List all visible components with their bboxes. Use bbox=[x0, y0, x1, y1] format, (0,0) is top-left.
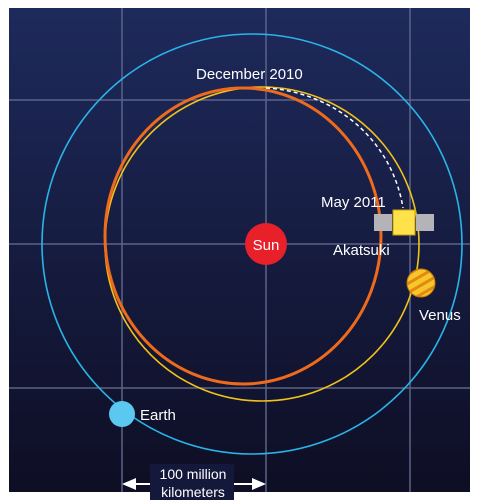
earth-label: Earth bbox=[140, 407, 176, 424]
transfer-path bbox=[265, 87, 404, 209]
scale-label-bg bbox=[150, 464, 234, 500]
december-2010-label: December 2010 bbox=[196, 66, 303, 83]
scale-arrow-right-icon bbox=[252, 478, 266, 490]
sun-icon bbox=[245, 223, 287, 265]
spacecraft-icon bbox=[374, 209, 434, 236]
earth-orbit bbox=[41, 33, 463, 455]
scale-label-line2: kilometers bbox=[161, 484, 225, 500]
grid bbox=[9, 8, 470, 492]
scale-bar: 100 million kilometers bbox=[122, 464, 266, 500]
venus-label: Venus bbox=[419, 307, 461, 324]
akatsuki-orbit bbox=[103, 86, 383, 386]
earth-icon bbox=[109, 401, 135, 427]
akatsuki-label: Akatsuki bbox=[333, 242, 390, 259]
may-2011-label: May 2011 bbox=[321, 194, 386, 211]
venus-icon bbox=[406, 268, 436, 298]
scale-label-line1: 100 million bbox=[160, 466, 227, 482]
sun-label: Sun bbox=[253, 237, 280, 254]
scale-arrow-left-icon bbox=[122, 478, 136, 490]
